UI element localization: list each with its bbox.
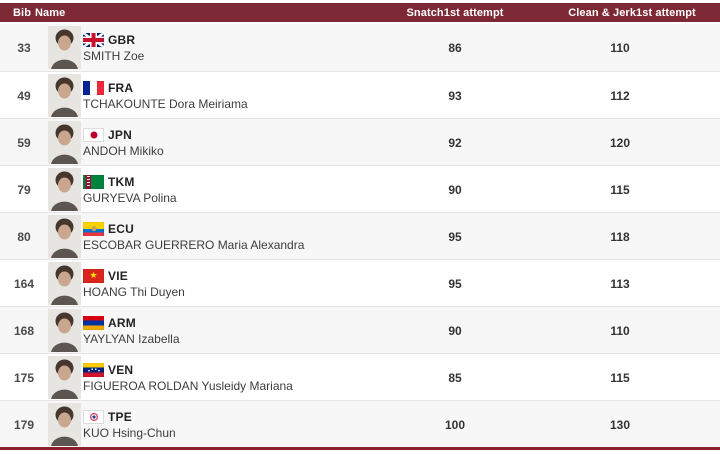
bib-number: 33 <box>17 40 31 55</box>
athlete-name: YAYLYAN Izabella <box>83 331 180 346</box>
clean-jerk-first-attempt: 115 <box>610 182 630 197</box>
athlete-name: ANDOH Mikiko <box>83 143 164 158</box>
bib-number: 79 <box>17 182 31 197</box>
athlete-row[interactable]: 59 JPN ANDOH Mikiko 92 120 <box>0 118 720 165</box>
snatch-first-attempt: 86 <box>448 40 462 55</box>
clean-jerk-first-attempt: 115 <box>610 370 630 385</box>
clean-jerk-first-attempt: 130 <box>609 417 631 432</box>
snatch-first-attempt: 100 <box>444 417 466 432</box>
athlete-row[interactable]: 49 FRA TCHAKOUNTE Dora Meiriama 93 112 <box>0 71 720 118</box>
noc-code: GBR <box>108 32 136 47</box>
clean-jerk-first-attempt: 112 <box>610 88 630 103</box>
clean-jerk-first-attempt: 110 <box>610 40 630 55</box>
bib-number: 59 <box>17 135 31 150</box>
athlete-photo-placeholder-icon <box>48 121 81 164</box>
column-header-clean-jerk: Clean & Jerk1st attempt <box>568 6 696 19</box>
athlete-row[interactable]: 175 VEN FIGUEROA ROLDAN Yusleidy Mariana… <box>0 353 720 400</box>
noc-code: ECU <box>108 221 134 236</box>
noc-code: JPN <box>108 127 132 142</box>
athlete-photo-placeholder-icon <box>48 74 81 117</box>
noc-code: FRA <box>108 80 134 95</box>
athlete-row[interactable]: 79 TKM GURYEVA Polina 90 115 <box>0 165 720 212</box>
athlete-row[interactable]: 168 ARM YAYLYAN Izabella 90 110 <box>0 306 720 353</box>
snatch-first-attempt: 90 <box>448 323 462 338</box>
clean-jerk-first-attempt: 118 <box>610 229 630 244</box>
athlete-photo <box>48 26 81 69</box>
clean-jerk-first-attempt: 113 <box>610 276 630 291</box>
table-header: Bib Name Snatch1st attempt Clean & Jerk1… <box>0 3 720 22</box>
ecu-flag-icon <box>83 221 104 236</box>
vie-flag-icon <box>83 268 104 283</box>
athlete-row[interactable]: 179 TPE KUO Hsing-Chun 100 130 <box>0 400 720 447</box>
athlete-photo <box>48 309 81 352</box>
table-body: 33 GBR SMITH Zoe 86 110 49 <box>0 24 720 447</box>
snatch-first-attempt: 93 <box>448 88 462 103</box>
athlete-photo-placeholder-icon <box>48 215 81 258</box>
athlete-name: GURYEVA Polina <box>83 190 177 205</box>
athlete-photo <box>48 121 81 164</box>
athlete-row[interactable]: 164 VIE HOANG Thi Duyen 95 113 <box>0 259 720 306</box>
athlete-photo-placeholder-icon <box>48 403 81 446</box>
bib-number: 168 <box>13 323 35 338</box>
athlete-photo <box>48 168 81 211</box>
athlete-name: TCHAKOUNTE Dora Meiriama <box>83 96 248 111</box>
bib-number: 49 <box>17 88 31 103</box>
athlete-photo-placeholder-icon <box>48 26 81 69</box>
athlete-name: KUO Hsing-Chun <box>83 425 176 440</box>
athlete-name: HOANG Thi Duyen <box>83 284 185 299</box>
tpe-flag-icon <box>83 409 104 424</box>
top-margin <box>0 0 720 3</box>
tkm-flag-icon <box>83 174 104 189</box>
column-header-bib: Bib <box>13 6 32 19</box>
snatch-first-attempt: 95 <box>448 276 462 291</box>
noc-code: TPE <box>108 409 132 424</box>
clean-jerk-first-attempt: 120 <box>609 135 631 150</box>
ven-flag-icon <box>83 362 104 377</box>
footer-accent-bar <box>0 447 720 450</box>
athlete-row[interactable]: 33 GBR SMITH Zoe 86 110 <box>0 24 720 71</box>
athlete-photo-placeholder-icon <box>48 262 81 305</box>
jpn-flag-icon <box>83 127 104 142</box>
noc-code: VEN <box>108 362 134 377</box>
athlete-photo-placeholder-icon <box>48 309 81 352</box>
noc-code: VIE <box>108 268 128 283</box>
athlete-photo <box>48 262 81 305</box>
gbr-flag-icon <box>83 32 104 47</box>
athlete-photo <box>48 403 81 446</box>
bib-number: 80 <box>17 229 31 244</box>
arm-flag-icon <box>83 315 104 330</box>
athlete-name: SMITH Zoe <box>83 48 145 63</box>
noc-code: ARM <box>108 315 136 330</box>
bib-number: 179 <box>13 417 35 432</box>
noc-code: TKM <box>108 174 135 189</box>
snatch-first-attempt: 95 <box>448 229 462 244</box>
fra-flag-icon <box>83 80 104 95</box>
athlete-name: ESCOBAR GUERRERO Maria Alexandra <box>83 237 305 252</box>
clean-jerk-first-attempt: 110 <box>610 323 630 338</box>
athlete-photo <box>48 215 81 258</box>
header-gap <box>0 22 720 24</box>
bib-number: 164 <box>13 276 35 291</box>
snatch-first-attempt: 85 <box>448 370 462 385</box>
athlete-photo <box>48 356 81 399</box>
column-header-snatch: Snatch1st attempt <box>406 6 504 19</box>
snatch-first-attempt: 92 <box>448 135 462 150</box>
column-header-name: Name <box>35 6 66 19</box>
athlete-photo-placeholder-icon <box>48 168 81 211</box>
athlete-name: FIGUEROA ROLDAN Yusleidy Mariana <box>83 378 293 393</box>
athlete-photo <box>48 74 81 117</box>
bib-number: 175 <box>13 370 35 385</box>
athlete-row[interactable]: 80 ECU ESCOBAR GUERRERO Maria Alexandra … <box>0 212 720 259</box>
snatch-first-attempt: 90 <box>448 182 462 197</box>
athlete-photo-placeholder-icon <box>48 356 81 399</box>
